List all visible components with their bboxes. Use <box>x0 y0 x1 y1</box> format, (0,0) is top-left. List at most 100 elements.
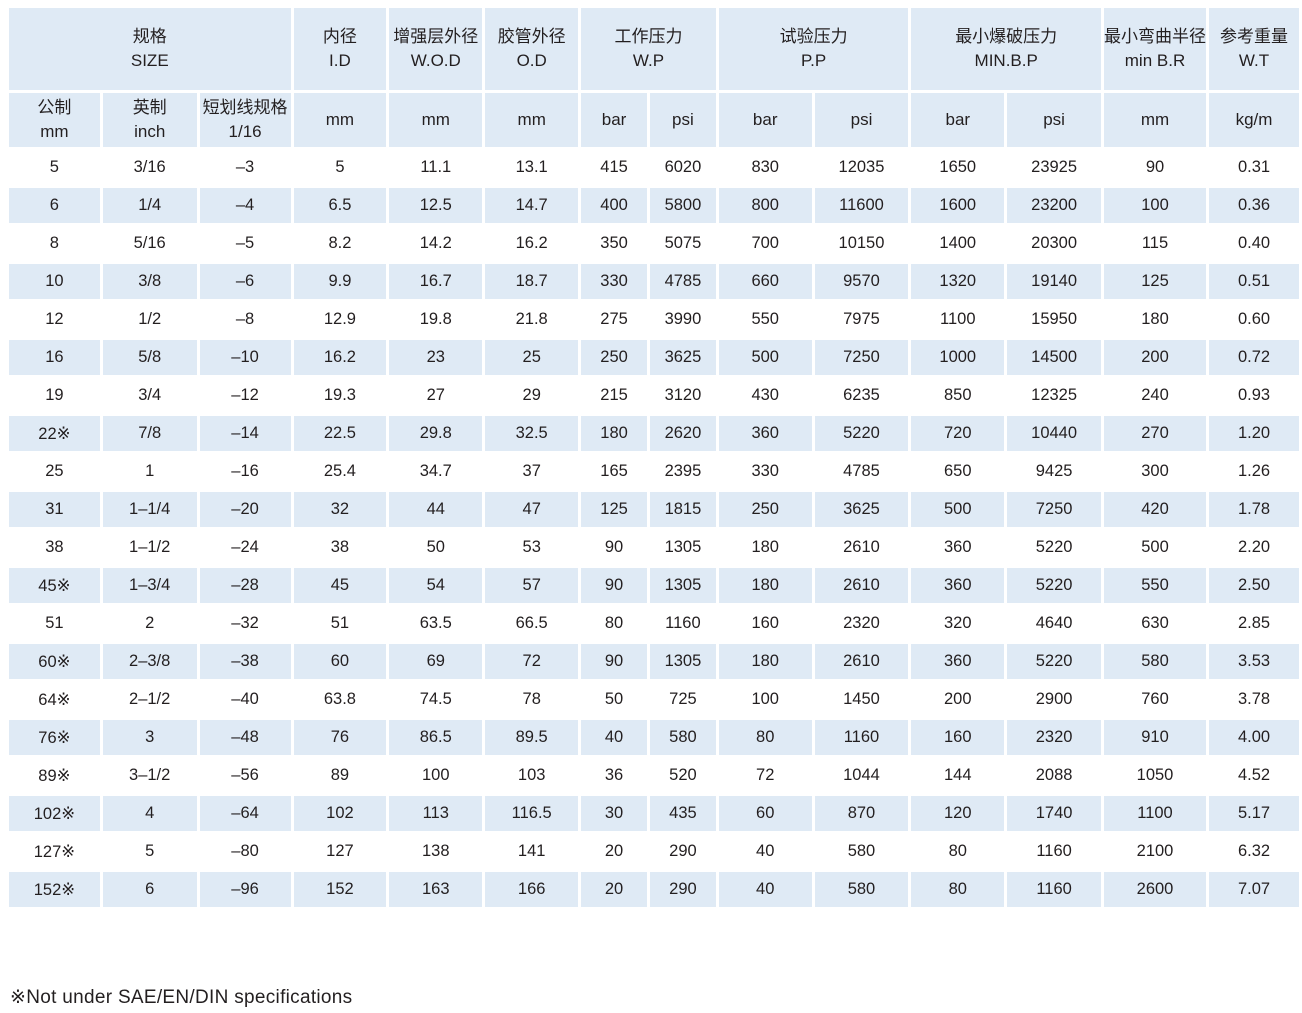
header-weight: 参考重量 W.T <box>1206 5 1302 93</box>
table-row: 8 5/16 –5 8.2 14.2 16.2 350 5075 700 10150 1400 203… <box>6 223 1302 264</box>
table-cell: 11600 <box>811 185 912 226</box>
unit-header-cell: 公制 mm <box>6 90 103 150</box>
table-cell: 850 <box>908 375 1008 416</box>
unit-header-cell: psi <box>646 90 719 150</box>
table-cell: 47 <box>482 489 582 530</box>
table-cell: 1100 <box>908 299 1008 340</box>
table-cell: 520 <box>646 755 719 796</box>
table-cell: 5/8 <box>99 337 200 378</box>
table-cell: 12.9 <box>290 299 390 340</box>
table-cell: 76※ <box>6 717 103 758</box>
table-cell: 3120 <box>646 375 719 416</box>
table-cell: –3 <box>196 147 294 188</box>
table-cell: 50 <box>386 527 486 568</box>
table-cell: 89 <box>290 755 390 796</box>
table-cell: 0.36 <box>1206 185 1302 226</box>
table-cell: 580 <box>646 717 719 758</box>
table-cell: 580 <box>1101 641 1209 682</box>
table-cell: 60※ <box>6 641 103 682</box>
table-cell: 2100 <box>1101 831 1209 872</box>
table-cell: 38 <box>6 527 103 568</box>
table-cell: 25 <box>482 337 582 378</box>
table-cell: 27 <box>386 375 486 416</box>
table-cell: 32.5 <box>482 413 582 454</box>
table-cell: 1100 <box>1101 793 1209 834</box>
table-cell: 360 <box>715 413 815 454</box>
table-cell: –38 <box>196 641 294 682</box>
unit-header-cell: 短划线规格 1/16 <box>196 90 294 150</box>
table-cell: 113 <box>386 793 486 834</box>
table-cell: 163 <box>386 869 486 910</box>
table-cell: 80 <box>715 717 815 758</box>
table-cell: 138 <box>386 831 486 872</box>
table-cell: –16 <box>196 451 294 492</box>
table-cell: 125 <box>578 489 650 530</box>
table-cell: 2620 <box>646 413 719 454</box>
table-cell: 10150 <box>811 223 912 264</box>
table-cell: 100 <box>715 679 815 720</box>
table-row: 5 3/16 –3 5 11.1 13.1 415 6020 830 12035 1650 23925… <box>6 147 1302 188</box>
table-cell: 127 <box>290 831 390 872</box>
unit-header-cell: mm <box>290 90 390 150</box>
table-row: 25 1 –16 25.4 34.7 37 165 2395 330 4785 650 9425 300… <box>6 451 1302 492</box>
table-cell: 60 <box>290 641 390 682</box>
table-cell: 1815 <box>646 489 719 530</box>
table-cell: 25.4 <box>290 451 390 492</box>
table-cell: 11.1 <box>386 147 486 188</box>
table-row: 76※ 3 –48 76 86.5 89.5 40 580 80 1160 160 2320 910 4.… <box>6 717 1302 758</box>
table-cell: 1050 <box>1101 755 1209 796</box>
table-cell: 0.72 <box>1206 337 1302 378</box>
table-cell: 34.7 <box>386 451 486 492</box>
table-cell: 90 <box>578 565 650 606</box>
table-cell: 90 <box>1101 147 1209 188</box>
table-cell: 76 <box>290 717 390 758</box>
table-cell: 4.52 <box>1206 755 1302 796</box>
table-row: 19 3/4 –12 19.3 27 29 215 3120 430 6235 850 12325 24… <box>6 375 1302 416</box>
table-cell: 1305 <box>646 527 719 568</box>
table-cell: 0.51 <box>1206 261 1302 302</box>
table-cell: 180 <box>715 565 815 606</box>
table-cell: 0.31 <box>1206 147 1302 188</box>
table-cell: 270 <box>1101 413 1209 454</box>
table-row: 89※ 3–1/2 –56 89 100 103 36 520 72 1044 144 2088 105… <box>6 755 1302 796</box>
header-inner-diameter: 内径 I.D <box>290 5 390 93</box>
table-cell: 1/4 <box>99 185 200 226</box>
table-row: 102※ 4 –64 102 113 116.5 30 435 60 870 120 1740 1100… <box>6 793 1302 834</box>
table-cell: 2320 <box>1004 717 1104 758</box>
table-cell: 40 <box>578 717 650 758</box>
table-cell: 360 <box>908 565 1008 606</box>
table-cell: 4785 <box>646 261 719 302</box>
table-cell: 40 <box>715 831 815 872</box>
unit-header-cell: psi <box>1004 90 1104 150</box>
table-cell: 200 <box>1101 337 1209 378</box>
table-cell: 102※ <box>6 793 103 834</box>
table-cell: 800 <box>715 185 815 226</box>
table-cell: 125 <box>1101 261 1209 302</box>
table-cell: 3/16 <box>99 147 200 188</box>
table-cell: 60 <box>715 793 815 834</box>
table-cell: 160 <box>715 603 815 644</box>
table-cell: –64 <box>196 793 294 834</box>
table-cell: 1400 <box>908 223 1008 264</box>
table-cell: 38 <box>290 527 390 568</box>
table-cell: 720 <box>908 413 1008 454</box>
unit-header-cell: mm <box>386 90 486 150</box>
table-cell: 500 <box>1101 527 1209 568</box>
unit-header-cell: bar <box>578 90 650 150</box>
table-cell: 19 <box>6 375 103 416</box>
table-cell: 8 <box>6 223 103 264</box>
table-cell: 7.07 <box>1206 869 1302 910</box>
table-cell: 20300 <box>1004 223 1104 264</box>
table-cell: 5220 <box>1004 527 1104 568</box>
table-row: 127※ 5 –80 127 138 141 20 290 40 580 80 1160 2100 6.3… <box>6 831 1302 872</box>
table-cell: 51 <box>6 603 103 644</box>
table-cell: –6 <box>196 261 294 302</box>
table-cell: 5.17 <box>1206 793 1302 834</box>
table-cell: 2.50 <box>1206 565 1302 606</box>
table-cell: 250 <box>578 337 650 378</box>
table-cell: 3625 <box>811 489 912 530</box>
table-cell: 9425 <box>1004 451 1104 492</box>
table-cell: 2088 <box>1004 755 1104 796</box>
table-cell: 2610 <box>811 527 912 568</box>
unit-header-cell: bar <box>908 90 1008 150</box>
